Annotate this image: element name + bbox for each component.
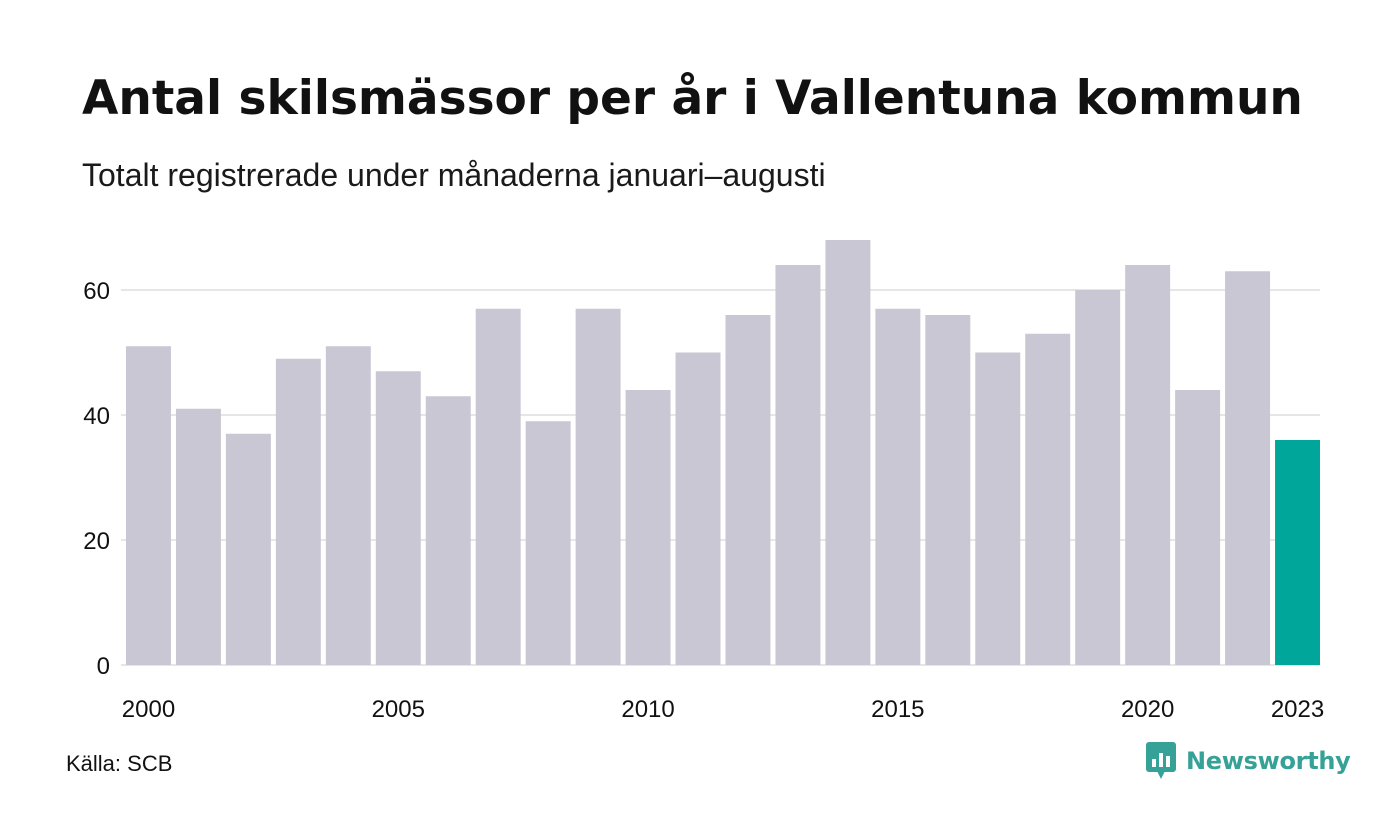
x-tick-label: 2020	[1121, 696, 1174, 723]
bar-2019	[1075, 290, 1121, 665]
bar-2017	[975, 352, 1021, 665]
newsworthy-logo-icon	[1146, 742, 1176, 779]
bar-2023	[1275, 440, 1320, 665]
x-tick-label: 2015	[871, 696, 924, 723]
chart-title: Antal skilsmässor per år i Vallentuna ko…	[82, 71, 1303, 126]
bar-2016	[925, 315, 971, 665]
bar-2003	[275, 358, 321, 665]
bar-2005	[375, 371, 421, 665]
bar-2020	[1125, 265, 1171, 665]
bar-2001	[175, 408, 221, 665]
x-tick-label: 2010	[621, 696, 674, 723]
newsworthy-logo: Newsworthy	[1146, 742, 1351, 780]
bar-2007	[475, 308, 521, 665]
bar-2012	[725, 315, 771, 665]
bars	[126, 240, 1320, 665]
bar-2010	[625, 390, 671, 665]
source-label: Källa: SCB	[66, 751, 173, 776]
bar-2008	[525, 421, 571, 665]
bar-2013	[775, 265, 821, 665]
newsworthy-logo-text: Newsworthy	[1186, 747, 1351, 775]
x-tick-label: 2005	[372, 696, 425, 723]
bar-2004	[325, 346, 371, 665]
chart-subtitle: Totalt registrerade under månaderna janu…	[82, 157, 826, 193]
bar-2002	[225, 433, 271, 665]
bar-2022	[1225, 271, 1271, 665]
x-tick-label: 2023	[1271, 696, 1324, 723]
bar-2021	[1175, 390, 1221, 665]
bar-chart: 0 20 40 60 2000 2005 2010 2015 2020 2023	[83, 240, 1324, 723]
y-tick-label: 40	[83, 403, 110, 430]
bar-2011	[675, 352, 721, 665]
y-tick-label: 20	[83, 528, 110, 555]
bar-2018	[1025, 333, 1071, 665]
y-tick-label: 60	[83, 278, 110, 305]
x-tick-label: 2000	[122, 696, 175, 723]
bar-2009	[575, 308, 621, 665]
bar-2006	[425, 396, 471, 665]
bar-2000	[126, 346, 171, 665]
x-axis-ticks: 2000 2005 2010 2015 2020 2023	[122, 696, 1324, 723]
bar-2015	[875, 308, 921, 665]
bar-2014	[825, 240, 871, 665]
y-tick-label: 0	[97, 653, 110, 680]
y-axis-ticks: 0 20 40 60	[83, 278, 110, 680]
